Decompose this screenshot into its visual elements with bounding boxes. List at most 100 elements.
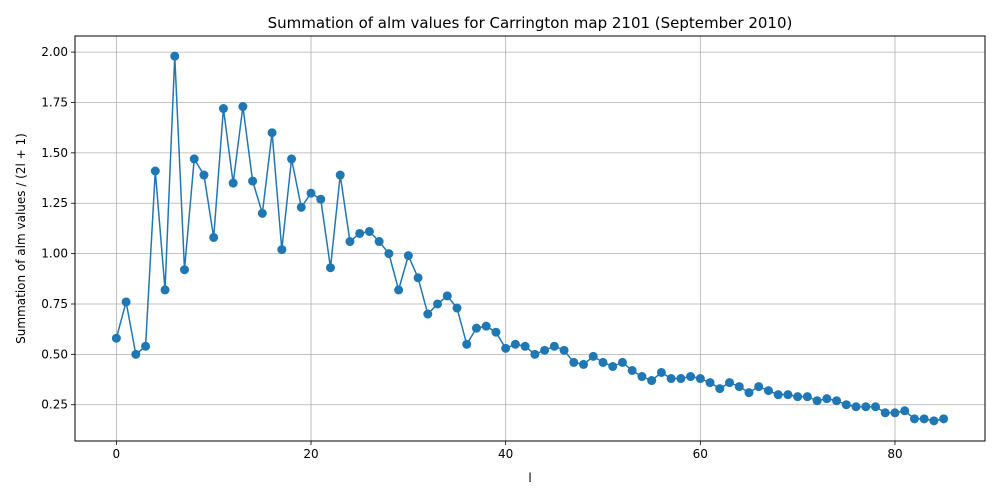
- data-point: [316, 194, 326, 204]
- x-tick-label: 20: [303, 447, 318, 461]
- data-point: [705, 378, 715, 388]
- data-point: [579, 359, 589, 369]
- data-point: [462, 339, 472, 349]
- data-point: [890, 408, 900, 418]
- data-point: [540, 345, 550, 355]
- data-point: [452, 303, 462, 313]
- x-axis-label: l: [528, 471, 531, 485]
- data-point: [880, 408, 890, 418]
- data-point: [384, 249, 394, 259]
- data-point: [433, 299, 443, 309]
- data-point: [374, 237, 384, 247]
- x-tick-label: 80: [887, 447, 902, 461]
- data-point: [695, 374, 705, 384]
- data-point: [403, 251, 413, 261]
- data-point: [442, 291, 452, 301]
- data-point: [530, 349, 540, 359]
- data-point: [744, 388, 754, 398]
- data-point: [871, 402, 881, 412]
- data-point: [345, 237, 355, 247]
- y-tick-label: 0.25: [41, 398, 68, 412]
- data-point: [160, 285, 170, 295]
- x-tick-label: 60: [693, 447, 708, 461]
- data-point: [121, 297, 131, 307]
- y-axis-label: Summation of alm values / (2l + 1): [14, 133, 28, 344]
- data-point: [608, 361, 618, 371]
- data-point: [763, 386, 773, 396]
- data-point: [257, 208, 267, 218]
- y-tick-label: 1.25: [41, 196, 68, 210]
- data-point: [131, 349, 141, 359]
- data-point: [364, 226, 374, 236]
- data-point: [637, 372, 647, 382]
- y-tick-label: 1.00: [41, 247, 68, 261]
- x-tick-label: 0: [113, 447, 121, 461]
- data-point: [306, 188, 316, 198]
- data-point: [413, 273, 423, 283]
- data-point: [228, 178, 238, 188]
- y-tick-label: 1.75: [41, 95, 68, 109]
- data-point: [851, 402, 861, 412]
- data-point: [199, 170, 209, 180]
- data-point: [569, 357, 579, 367]
- data-point: [111, 333, 121, 343]
- data-point: [394, 285, 404, 295]
- data-point: [676, 374, 686, 384]
- y-tick-label: 1.50: [41, 146, 68, 160]
- data-point: [209, 232, 219, 242]
- data-point: [335, 170, 345, 180]
- data-point: [822, 394, 832, 404]
- data-point: [861, 402, 871, 412]
- data-point: [287, 154, 297, 164]
- data-point: [802, 392, 812, 402]
- data-point: [238, 102, 248, 112]
- data-point: [588, 351, 598, 361]
- grid-lines: [75, 36, 985, 441]
- data-point: [773, 390, 783, 400]
- data-point: [929, 416, 939, 426]
- data-point: [559, 345, 569, 355]
- data-point: [617, 357, 627, 367]
- data-point: [277, 245, 287, 255]
- data-point: [170, 51, 180, 61]
- data-point: [296, 202, 306, 212]
- data-point: [939, 414, 949, 424]
- data-point: [267, 128, 277, 138]
- data-point: [647, 376, 657, 386]
- data-point: [423, 309, 433, 319]
- data-point: [520, 341, 530, 351]
- data-point: [141, 341, 151, 351]
- data-point: [598, 357, 608, 367]
- plot-area-frame: [74, 35, 986, 442]
- y-tick-label: 0.75: [41, 297, 68, 311]
- data-point: [909, 414, 919, 424]
- data-point: [189, 154, 199, 164]
- data-point: [248, 176, 258, 186]
- y-tick-label: 2.00: [41, 45, 68, 59]
- x-tick-label: 40: [498, 447, 513, 461]
- data-point: [754, 382, 764, 392]
- data-point: [793, 392, 803, 402]
- data-point: [832, 396, 842, 406]
- data-point: [510, 339, 520, 349]
- data-point: [501, 343, 511, 353]
- data-point: [900, 406, 910, 416]
- data-point: [549, 341, 559, 351]
- axis-ticks: 0 20 40 60 80 0.25 0.50 0.75 1.00 1.25 1.50 1.75 2.0…: [41, 45, 902, 461]
- data-point: [656, 367, 666, 377]
- data-point: [686, 372, 696, 382]
- data-point: [179, 265, 189, 275]
- data-series: [111, 51, 949, 426]
- data-point: [715, 384, 725, 394]
- data-point: [725, 378, 735, 388]
- data-point: [355, 228, 365, 238]
- data-point: [481, 321, 491, 331]
- chart-title: Summation of alm values for Carrington m…: [268, 14, 793, 32]
- data-point: [734, 382, 744, 392]
- y-tick-label: 0.50: [41, 347, 68, 361]
- data-point: [150, 166, 160, 176]
- data-point: [812, 396, 822, 406]
- data-point: [841, 400, 851, 410]
